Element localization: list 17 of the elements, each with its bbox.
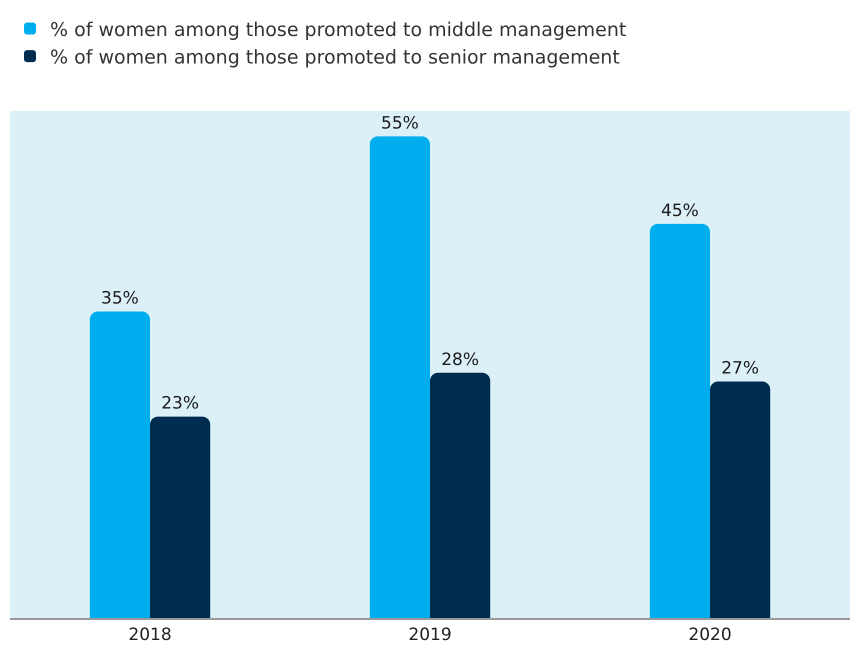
legend-label: % of women among those promoted to senior management	[50, 46, 620, 69]
bar	[650, 224, 710, 618]
bar	[430, 372, 490, 618]
data-label: 45%	[661, 200, 699, 221]
data-label: 35%	[101, 288, 139, 308]
data-label: 27%	[721, 358, 759, 379]
data-label: 55%	[381, 113, 419, 134]
bar	[150, 416, 210, 618]
bar	[370, 136, 430, 618]
data-label: 23%	[161, 394, 199, 414]
legend-label: % of women among those promoted to middle management	[50, 18, 626, 41]
x-tick-label: 2020	[688, 625, 732, 646]
x-tick-label: 2018	[128, 625, 172, 646]
bar	[90, 312, 150, 618]
x-tick-label: 2019	[408, 625, 452, 646]
bar	[710, 382, 770, 618]
data-label: 28%	[441, 350, 479, 370]
